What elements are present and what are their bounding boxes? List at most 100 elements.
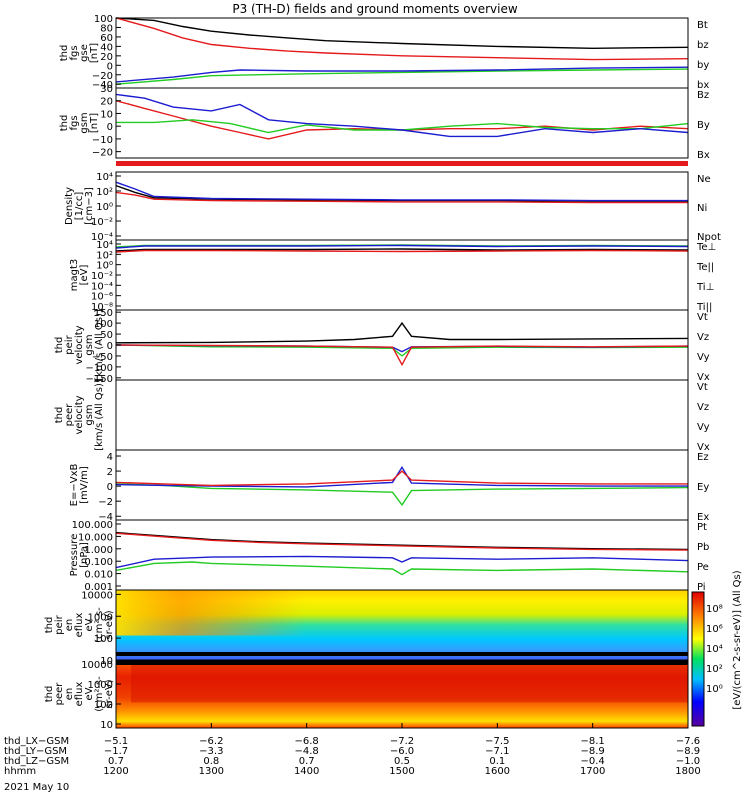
ylabel-line: thd	[59, 115, 70, 132]
legend-item: By	[697, 120, 710, 131]
ytick-label: 10000	[81, 590, 113, 601]
ytick-label: 50	[100, 330, 113, 341]
legend-item: Vz	[697, 402, 709, 413]
colorbar-tick: 10²	[706, 664, 723, 675]
ytick-label: 150	[94, 308, 113, 319]
series-Pb	[115, 532, 689, 551]
ylabel-line: [1/cc]	[74, 192, 85, 221]
panel-peir_velocity	[115, 309, 689, 381]
series-bz	[115, 17, 689, 61]
ytick-label: −20	[92, 148, 113, 159]
chart-title: P3 (TH-D) fields and ground moments over…	[232, 2, 517, 16]
panel-frame	[115, 87, 689, 159]
ytick-label: 0	[107, 122, 113, 133]
xrow-value: 0.5	[394, 756, 410, 767]
xrow-label: thd_LZ−GSM	[4, 756, 69, 767]
legend-item: Te||	[696, 262, 714, 273]
legend-item: Te⊥	[696, 242, 716, 253]
ytick-label: 60	[100, 33, 113, 44]
ytick-label: 20	[100, 97, 113, 108]
legend-item: Pt	[697, 522, 707, 533]
ytick-label: 100	[94, 634, 113, 645]
legend-item: Bz	[697, 90, 709, 101]
ytick-label: 1000	[88, 680, 113, 691]
series-Ez	[115, 470, 688, 487]
ytick-label: −4	[98, 512, 113, 523]
ytick-label: 10	[100, 109, 113, 120]
series-Te||	[115, 248, 689, 252]
colorbar-tick: 10⁶	[706, 624, 723, 635]
ylabel-line: thd	[44, 686, 55, 703]
legend-item: Ez	[697, 452, 709, 463]
panel-frame	[115, 171, 689, 241]
ylabel-line: peir	[64, 334, 75, 354]
ylabel-line: gsm	[79, 112, 90, 133]
panel-frame	[115, 519, 689, 591]
ytick-label: 40	[100, 42, 113, 53]
xrow-label: thd_LX−GSM	[4, 736, 69, 747]
ylabel-line: peir	[54, 614, 65, 634]
ytick-label: 10	[100, 656, 113, 667]
legend-item: Vt	[697, 312, 708, 323]
ylabel-line: thd	[44, 617, 55, 634]
legend-item: Pb	[697, 542, 709, 553]
ytick-label: 10	[100, 720, 113, 731]
legend-item: Vy	[697, 352, 710, 363]
xrow-value: −8.9	[676, 746, 700, 757]
ylabel-line: [cm−3]	[84, 187, 95, 225]
legend-item: Bt	[697, 20, 708, 31]
ytick-label: 10⁴	[96, 240, 113, 251]
ytick-label: 4	[107, 452, 113, 463]
ytick-label: 2	[107, 467, 113, 478]
legend-item: Ni	[697, 203, 707, 214]
ylabel-line: [nT]	[89, 113, 100, 133]
ytick-label: 30	[100, 84, 113, 95]
ylabel-line: [eV]	[79, 265, 90, 286]
ytick-label: 10⁻⁴	[91, 232, 113, 243]
ytick-label: −2	[98, 497, 113, 508]
legend-item: bz	[697, 40, 709, 51]
legend-item: Pe	[697, 562, 709, 573]
panel-peer_velocity	[115, 379, 689, 451]
ytick-label: 10⁴	[96, 172, 113, 183]
ytick-label: −10	[92, 135, 113, 146]
colorbar-tick: 10⁸	[706, 604, 723, 615]
xrow-value: 1200	[103, 766, 128, 777]
xrow-value: 0.1	[489, 756, 505, 767]
ytick-label: 10000	[81, 660, 113, 671]
ylabel-line: (cm²-s-	[94, 676, 105, 712]
ylabel-line: gse	[79, 44, 90, 62]
panel-e_field	[115, 449, 689, 521]
colorbar	[691, 591, 705, 727]
panel-fgs_gsm	[115, 87, 689, 159]
ytick-label: −20	[92, 71, 113, 82]
series-Vt	[115, 321, 689, 344]
ytick-label: 0.010	[84, 570, 113, 581]
panel-density	[115, 171, 689, 241]
ylabel-line: en	[64, 688, 75, 701]
ytick-label: 10⁻⁸	[91, 302, 113, 313]
panel-peir_spectrogram	[115, 589, 689, 661]
ytick-label: 1.000	[84, 545, 113, 556]
ylabel-line: thd	[54, 337, 65, 354]
colorbar-label: [eV/(cm^2-s-sr-eV)] (All Qs)	[732, 570, 743, 709]
ylabel-line: [mV/m]	[79, 466, 90, 504]
series-Bt	[115, 17, 689, 50]
series-Pt	[115, 531, 689, 551]
xrow-value: −1.0	[676, 756, 700, 767]
ytick-label: 10⁻²	[91, 217, 113, 228]
ylabel-line: eflux	[74, 682, 85, 707]
series-bx	[115, 66, 689, 83]
ylabel-line: eV	[84, 618, 95, 631]
xrow-value: −8.1	[581, 736, 605, 747]
xrow-value: −6.8	[295, 736, 319, 747]
ytick-label: 100	[94, 14, 113, 25]
series-by	[115, 68, 689, 85]
ylabel-line: velocity	[74, 325, 85, 364]
ylabel-line: [nT]	[89, 43, 100, 63]
legend-item: Vt	[697, 382, 708, 393]
series-Te⊥	[115, 249, 689, 253]
spectrogram-top-band	[116, 660, 688, 665]
